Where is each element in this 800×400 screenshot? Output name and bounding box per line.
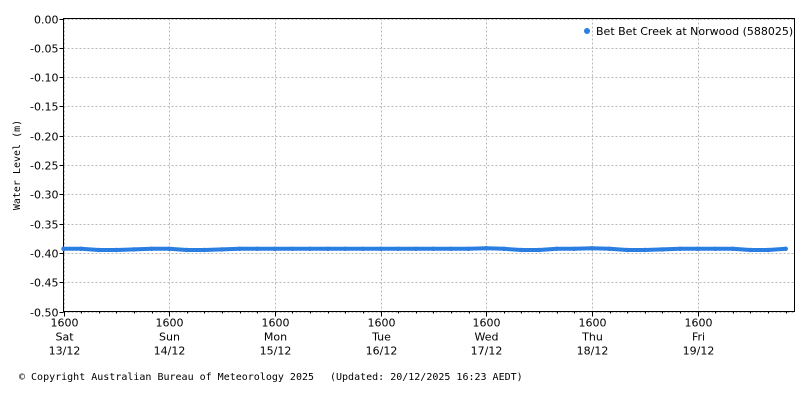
data-point — [184, 247, 189, 253]
data-point — [237, 246, 242, 251]
x-tick-label: 18/12 — [577, 345, 609, 358]
data-point — [343, 246, 348, 251]
y-tick-label: -0.35 — [30, 219, 58, 232]
legend-label: Bet Bet Creek at Norwood (588025) — [596, 25, 793, 38]
data-point — [765, 247, 771, 253]
x-tick-label: Sun — [159, 331, 180, 344]
x-tick-label: 1600 — [368, 317, 396, 330]
x-tick-label: 1600 — [262, 317, 290, 330]
x-tick-label: 1600 — [579, 317, 607, 330]
y-tick-label: -0.20 — [30, 131, 58, 144]
x-tick-label: 15/12 — [260, 345, 292, 358]
data-point — [78, 246, 84, 251]
y-tick-label: -0.05 — [30, 43, 58, 56]
data-point — [783, 246, 788, 251]
data-point — [730, 246, 735, 251]
x-tick-label: 1600 — [156, 317, 184, 330]
x-axis: 1600Sat13/121600Sun14/121600Mon15/121600… — [49, 311, 715, 358]
data-point — [501, 246, 507, 251]
series-line — [61, 246, 788, 252]
data-point — [96, 247, 101, 253]
x-tick-label: 14/12 — [154, 345, 186, 358]
x-tick-label: Sat — [55, 331, 74, 344]
data-point — [290, 246, 295, 251]
data-point — [536, 247, 542, 253]
x-tick-label: 16/12 — [366, 345, 398, 358]
data-point — [642, 247, 647, 253]
data-point — [431, 246, 436, 251]
data-point — [695, 246, 700, 251]
x-tick-label: Tue — [371, 331, 391, 344]
data-point — [554, 246, 559, 251]
y-axis: 0.00 -0.05 -0.10 -0.15 -0.20 -0.25 -0.30 -0.35 -… — [30, 14, 64, 320]
data-point — [149, 246, 154, 251]
data-point — [307, 246, 313, 251]
data-point — [167, 246, 172, 251]
data-point — [360, 246, 366, 251]
copyright-text: © Copyright Australian Bureau of Meteoro… — [19, 372, 315, 383]
data-point — [748, 247, 753, 253]
y-tick-label: -0.15 — [30, 101, 58, 114]
x-tick-label: 1600 — [685, 317, 713, 330]
x-tick-label: Wed — [475, 331, 499, 344]
data-point — [114, 247, 119, 253]
data-point — [519, 247, 524, 253]
updated-timestamp: (Updated: 20/12/2025 16:23 AEDT) — [330, 372, 523, 383]
x-tick-label: Fri — [692, 331, 705, 344]
y-tick-label: 0.00 — [34, 14, 59, 27]
data-point — [413, 246, 418, 251]
data-point — [272, 246, 278, 251]
data-point — [713, 246, 718, 251]
data-point — [378, 246, 383, 251]
y-axis-label: Water Level (m) — [12, 120, 23, 210]
data-point — [484, 246, 489, 251]
y-tick-label: -0.40 — [30, 248, 58, 261]
data-point — [589, 246, 595, 251]
series-layer — [61, 246, 788, 253]
data-point — [677, 246, 683, 251]
y-tick-label: -0.25 — [30, 160, 58, 173]
data-point — [660, 247, 665, 252]
x-tick-label: 1600 — [473, 317, 501, 330]
x-tick-label: 1600 — [51, 317, 79, 330]
y-tick-label: -0.10 — [30, 72, 58, 85]
data-point — [448, 246, 454, 251]
legend[interactable]: Bet Bet Creek at Norwood (588025) — [584, 25, 793, 38]
legend-marker — [584, 28, 590, 34]
data-point — [255, 246, 260, 251]
data-point — [325, 246, 330, 251]
grid-lines — [63, 18, 795, 313]
data-point — [61, 246, 66, 251]
data-point — [396, 246, 401, 251]
data-point — [572, 246, 577, 251]
data-point — [131, 247, 137, 252]
data-point — [607, 246, 612, 251]
y-tick-label: -0.45 — [30, 277, 58, 290]
data-point — [202, 247, 207, 253]
y-tick-label: -0.50 — [30, 307, 58, 320]
data-point — [219, 247, 225, 252]
x-tick-label: 13/12 — [49, 345, 81, 358]
x-tick-label: Mon — [264, 331, 287, 344]
y-tick-label: -0.30 — [30, 189, 58, 202]
x-tick-label: 17/12 — [471, 345, 503, 358]
x-tick-label: 19/12 — [683, 345, 715, 358]
data-point — [466, 246, 471, 251]
data-point — [625, 247, 630, 253]
x-tick-label: Thu — [581, 331, 603, 344]
